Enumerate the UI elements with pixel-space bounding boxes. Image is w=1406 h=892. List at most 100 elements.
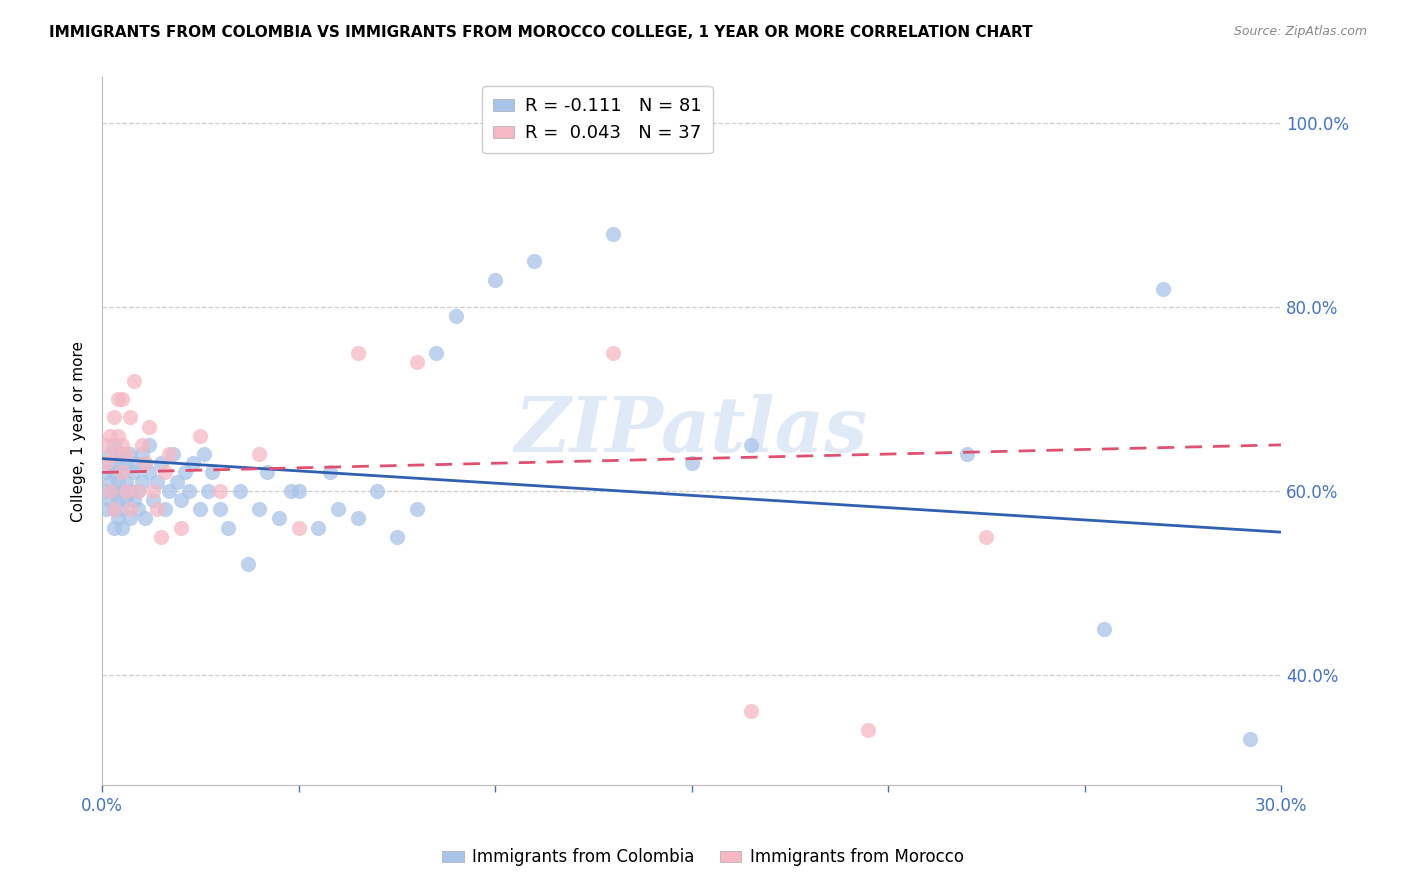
Point (103, 447, 125, 461)
Point (94, 438, 117, 452)
Point (142, 483, 165, 498)
Point (974, 530, 997, 544)
Point (98, 456, 121, 470)
Text: Source: ZipAtlas.com: Source: ZipAtlas.com (1233, 25, 1367, 38)
Point (98, 475, 121, 489)
Point (1152, 282, 1174, 296)
Point (107, 511, 129, 525)
Point (307, 520, 329, 534)
Point (346, 511, 368, 525)
Point (166, 475, 188, 489)
Point (201, 466, 224, 480)
Point (523, 254, 546, 268)
Point (111, 466, 134, 480)
Point (122, 456, 145, 470)
Point (98, 428, 121, 442)
Point (111, 392, 134, 406)
Point (229, 483, 252, 498)
Point (858, 723, 880, 737)
Point (103, 410, 125, 425)
Point (131, 475, 153, 489)
Point (150, 530, 173, 544)
Point (94, 483, 117, 498)
Point (114, 456, 136, 470)
Point (107, 475, 129, 489)
Point (142, 493, 165, 508)
Point (111, 502, 134, 516)
Point (134, 456, 156, 470)
Point (118, 410, 141, 425)
Point (326, 502, 349, 516)
Point (267, 511, 290, 525)
Point (153, 502, 176, 516)
Point (103, 466, 125, 480)
Text: IMMIGRANTS FROM COLOMBIA VS IMMIGRANTS FROM MOROCCO COLLEGE, 1 YEAR OR MORE CORR: IMMIGRANTS FROM COLOMBIA VS IMMIGRANTS F… (49, 25, 1033, 40)
Point (107, 456, 129, 470)
Point (127, 483, 149, 498)
Point (94, 456, 117, 470)
Point (484, 272, 506, 286)
Point (122, 493, 145, 508)
Point (177, 483, 200, 498)
Point (197, 483, 219, 498)
Point (98, 493, 121, 508)
Point (103, 502, 125, 516)
Point (94, 466, 117, 480)
Point (209, 483, 232, 498)
Point (157, 447, 180, 461)
Point (319, 466, 342, 480)
Point (122, 466, 145, 480)
Point (114, 483, 136, 498)
Point (114, 493, 136, 508)
Text: ZIPatlas: ZIPatlas (515, 394, 868, 468)
Point (256, 466, 278, 480)
Point (103, 502, 125, 516)
Point (134, 456, 156, 470)
Point (107, 447, 129, 461)
Point (146, 502, 169, 516)
Point (98, 483, 121, 498)
Point (127, 483, 149, 498)
Point (131, 438, 153, 452)
Point (114, 475, 136, 489)
Point (444, 310, 467, 324)
Point (181, 456, 204, 470)
Point (111, 520, 134, 534)
Point (103, 438, 125, 452)
Point (681, 456, 703, 470)
Point (138, 466, 160, 480)
Point (287, 520, 309, 534)
Point (111, 438, 134, 452)
Point (385, 530, 408, 544)
Point (1092, 622, 1115, 636)
Point (740, 438, 762, 452)
Point (190, 502, 212, 516)
Point (118, 483, 141, 498)
Point (366, 483, 388, 498)
Point (346, 346, 368, 360)
Point (111, 466, 134, 480)
Point (425, 346, 447, 360)
Point (103, 483, 125, 498)
Point (118, 502, 141, 516)
Point (193, 447, 215, 461)
Point (190, 428, 212, 442)
Point (150, 456, 173, 470)
Y-axis label: College, 1 year or more: College, 1 year or more (72, 341, 86, 522)
Point (118, 511, 141, 525)
Point (236, 558, 259, 572)
Point (127, 502, 149, 516)
Point (209, 502, 232, 516)
Point (287, 483, 309, 498)
Point (740, 704, 762, 718)
Point (956, 447, 979, 461)
Point (111, 447, 134, 461)
Point (107, 392, 129, 406)
Point (280, 483, 302, 498)
Point (217, 520, 239, 534)
Point (107, 428, 129, 442)
Point (170, 493, 193, 508)
Point (138, 419, 160, 434)
Point (138, 438, 160, 452)
Point (131, 447, 153, 461)
